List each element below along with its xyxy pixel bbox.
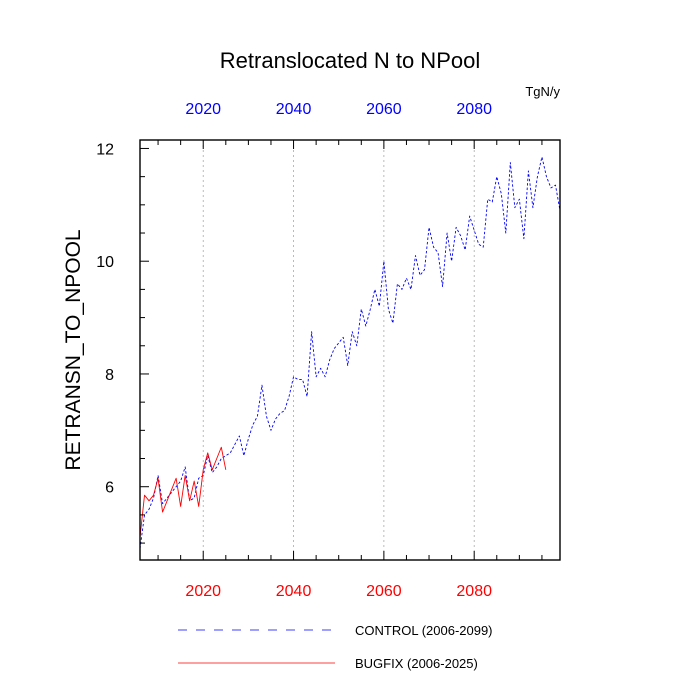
x-tick-label-bottom: 2060 <box>366 583 402 600</box>
x-tick-label-top: 2060 <box>366 101 402 118</box>
x-tick-label-bottom: 2080 <box>456 583 492 600</box>
y-tick-label: 6 <box>105 480 114 497</box>
data-series <box>139 156 561 549</box>
chart-title: Retranslocated N to NPool <box>220 48 480 73</box>
y-tick-label: 10 <box>96 254 114 271</box>
y-tick-label: 8 <box>105 367 114 384</box>
x-tick-label-top: 2040 <box>276 101 312 118</box>
x-tick-label-bottom: 2040 <box>276 583 312 600</box>
units-label: TgN/y <box>525 84 560 99</box>
grid-lines <box>202 140 475 560</box>
axis-ticks: 2020 2020 2040 2040 2060 2060 2080 2080 6 8 10 12 <box>96 101 543 600</box>
y-axis-label: RETRANSN_TO_NPOOL <box>62 229 85 470</box>
x-tick-label-top: 2020 <box>185 101 221 118</box>
legend: CONTROL (2006-2099) BUGFIX (2006-2025) <box>178 623 493 671</box>
y-tick-label: 12 <box>96 141 114 158</box>
series-line-bugfix <box>139 446 227 538</box>
legend-control-label: CONTROL (2006-2099) <box>355 623 493 638</box>
series-line-control <box>139 156 561 549</box>
x-tick-label-bottom: 2020 <box>185 583 221 600</box>
legend-bugfix-label: BUGFIX (2006-2025) <box>355 656 478 671</box>
plot-frame <box>139 139 561 561</box>
x-tick-label-top: 2080 <box>456 101 492 118</box>
